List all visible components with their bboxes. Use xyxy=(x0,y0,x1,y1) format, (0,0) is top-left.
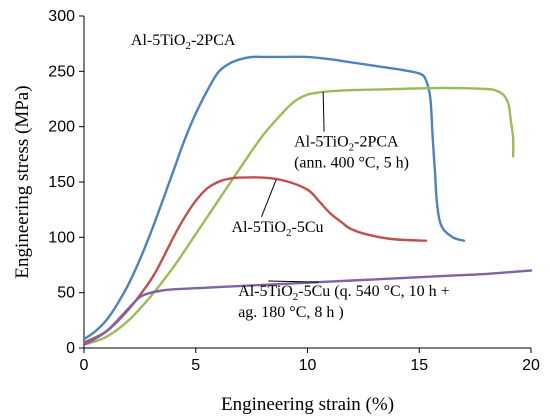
annotation-a1: Al-5TiO2-2PCA xyxy=(131,32,236,52)
axes xyxy=(79,15,532,353)
annotation-text: Al-5TiO xyxy=(131,32,186,49)
y-tick-label: 250 xyxy=(48,63,75,80)
data-series xyxy=(82,55,533,346)
y-tick-label: 100 xyxy=(48,229,75,246)
pointer-line-a4 xyxy=(268,280,319,283)
annotation-text: 2 xyxy=(286,227,292,239)
x-tick-label: 15 xyxy=(410,357,428,374)
annotation-text: ag. 180 °C, 8 h ) xyxy=(238,304,344,321)
annotation-a3: Al-5TiO2-5Cu xyxy=(232,219,324,239)
pointer-line-a3 xyxy=(261,179,277,217)
annotation-text: -2PCA xyxy=(354,134,399,151)
y-tick-label: 50 xyxy=(57,285,75,302)
annotation-text: -5Cu (q. 540 °C, 10 h + xyxy=(298,283,449,300)
annotation-text: -2PCA xyxy=(191,32,236,49)
y-tick-label: 150 xyxy=(48,174,75,191)
annotation-text: -5Cu xyxy=(292,219,324,236)
series-line-s4 xyxy=(82,269,533,346)
x-tick-label: 5 xyxy=(191,357,200,374)
pointer-line-a2 xyxy=(322,91,325,132)
annotation-text: 2 xyxy=(349,142,355,154)
y-tick-label: 200 xyxy=(48,119,75,136)
annotation-text: (ann. 400 °C, 5 h) xyxy=(294,155,409,172)
series-line-s3 xyxy=(82,176,428,344)
annotation-text: Al-5TiO xyxy=(232,219,287,236)
annotation-text: Al-5TiO xyxy=(294,134,349,151)
y-tick-label: 0 xyxy=(66,340,75,357)
x-axis-title: Engineering strain (%) xyxy=(221,394,394,415)
x-tick-label: 10 xyxy=(299,357,317,374)
y-tick-label: 300 xyxy=(48,8,75,25)
annotation-a2: Al-5TiO2-2PCA (ann. 400 °C, 5 h) xyxy=(294,134,409,172)
x-tick-label: 0 xyxy=(80,357,89,374)
tick-labels: 0 50 100 150 200 250 300 0 5 10 15 20 xyxy=(48,8,540,374)
annotation-text: Al-5TiO xyxy=(238,283,293,300)
series-line-s2 xyxy=(82,86,515,346)
annotation-a4: Al-5TiO2-5Cu (q. 540 °C, 10 h + ag. 180 °… xyxy=(238,283,449,321)
y-axis-title: Engineering stress (MPa) xyxy=(12,85,33,278)
series-line-s1 xyxy=(82,55,466,341)
annotation-text: 2 xyxy=(185,40,191,52)
x-tick-label: 20 xyxy=(522,357,540,374)
annotation-text: 2 xyxy=(293,291,299,303)
